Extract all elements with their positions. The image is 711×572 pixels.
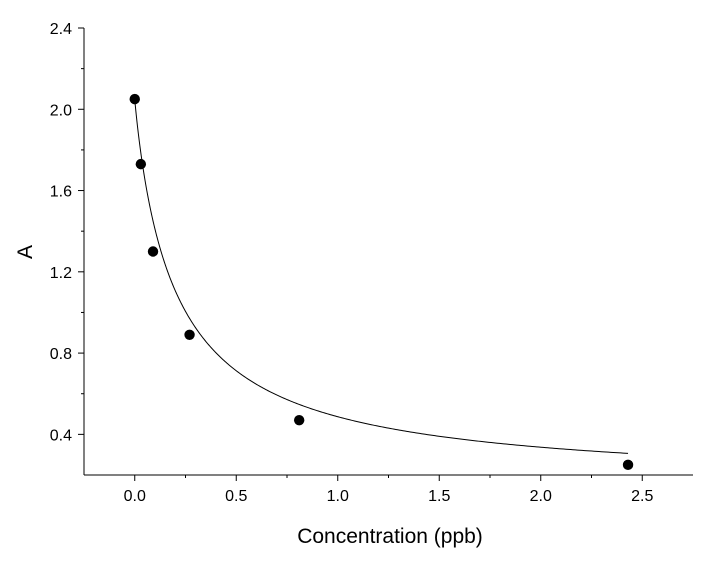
data-point (622, 459, 634, 471)
x-tick-label: 0.0 (124, 488, 146, 505)
x-tick-label: 2.0 (530, 488, 552, 505)
y-tick-label: 2.4 (50, 21, 72, 38)
y-tick-label: 2.0 (50, 102, 72, 119)
x-tick-label: 1.0 (327, 488, 349, 505)
data-point (293, 414, 305, 426)
data-point (129, 93, 140, 105)
y-axis-title: A (14, 245, 37, 259)
y-tick-label: 1.2 (50, 265, 72, 282)
axes: 0.0 0.5 1.0 1.5 2.0 2.5 0.4 0.8 1.2 1.6 2.0 2.4 (50, 21, 693, 505)
x-tick-label: 2.5 (631, 488, 653, 505)
data-point (147, 246, 159, 257)
data-point (184, 329, 195, 341)
data-point (135, 158, 147, 170)
data-points (129, 93, 634, 471)
x-tick-label: 0.5 (225, 488, 247, 505)
x-axis-title: Concentration (ppb) (297, 525, 483, 548)
y-tick-label: 0.4 (50, 427, 72, 444)
fit-curve (134, 99, 629, 454)
x-tick-label: 1.5 (428, 488, 450, 505)
y-tick-label: 0.8 (50, 346, 72, 363)
y-tick-label: 1.6 (50, 184, 72, 201)
fit-curve-layer (134, 99, 629, 454)
axis-labels: Concentration (ppb) A (14, 245, 483, 548)
